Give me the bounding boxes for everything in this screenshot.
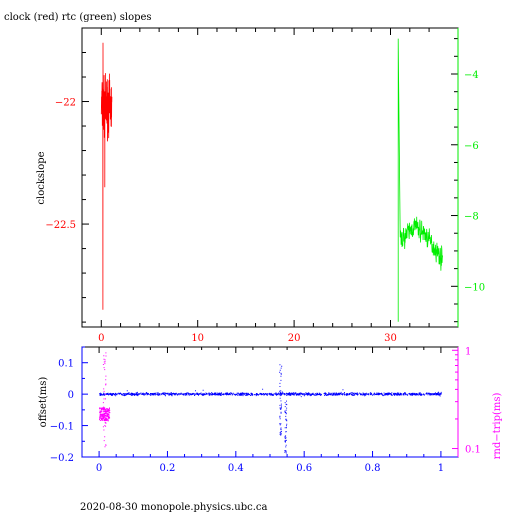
rtc-series-line bbox=[397, 38, 443, 322]
slopes-tick-labels: 0 10 20 30 −22 −22.5 −4 −6 −8 −10 bbox=[45, 70, 485, 344]
clock-series-line bbox=[100, 42, 113, 310]
slopes-plot-frame bbox=[81, 27, 459, 328]
offset-y-axis-label: offset(ms) bbox=[38, 377, 49, 428]
offset-x-tick-label: 0 bbox=[96, 463, 102, 474]
footer-caption: 2020-08-30 monopole.physics.ubc.ca bbox=[80, 502, 267, 512]
slopes-panel: 0 10 20 30 −22 −22.5 −4 −6 −8 −10 clockslope bbox=[36, 27, 485, 344]
offset-plot-frame bbox=[81, 346, 459, 458]
rndtrip-y-tick-label: 1 bbox=[465, 346, 471, 357]
offset-y-tick-label: −0.2 bbox=[50, 453, 74, 464]
offset-axis-ticks bbox=[81, 346, 459, 458]
rndtrip-y-axis-label: rnd−trip(ms) bbox=[492, 392, 503, 459]
offset-panel: 0 0.2 0.4 0.6 0.8 1 0.1 0 −0.1 −0.2 1 0.1 offset(ms… bbox=[38, 346, 503, 474]
slopes-data bbox=[100, 38, 443, 322]
offset-x-tick-label: 0.6 bbox=[296, 463, 312, 474]
rndtrip-series-points bbox=[99, 352, 111, 448]
slopes-x-tick-label: 30 bbox=[384, 333, 397, 344]
slopes-y2-tick-label: −10 bbox=[464, 282, 485, 293]
offset-tick-labels: 0 0.2 0.4 0.6 0.8 1 0.1 0 −0.1 −0.2 1 0.1 bbox=[50, 346, 481, 474]
offset-data bbox=[99, 352, 442, 454]
slopes-y2-tick-label: −8 bbox=[464, 212, 479, 223]
rndtrip-y-tick-label: 0.1 bbox=[465, 445, 481, 456]
offset-x-tick-label: 0.8 bbox=[365, 463, 381, 474]
offset-series-points bbox=[99, 364, 442, 454]
offset-x-tick-label: 1 bbox=[438, 463, 444, 474]
slopes-x-tick-label: 0 bbox=[98, 333, 104, 344]
slopes-y-tick-label: −22 bbox=[55, 98, 76, 109]
slopes-y-tick-label: −22.5 bbox=[45, 220, 76, 231]
slopes-x-tick-label: 10 bbox=[191, 333, 204, 344]
offset-y-tick-label: −0.1 bbox=[50, 422, 74, 433]
slopes-x-tick-label: 20 bbox=[288, 333, 301, 344]
offset-x-tick-label: 0.4 bbox=[228, 463, 244, 474]
offset-y-tick-label: 0.1 bbox=[58, 359, 74, 370]
slopes-y2-tick-label: −6 bbox=[464, 141, 479, 152]
slopes-y-axis-label: clockslope bbox=[36, 151, 47, 204]
offset-x-tick-label: 0.2 bbox=[160, 463, 176, 474]
chart-title: clock (red) rtc (green) slopes bbox=[4, 12, 152, 23]
slopes-y2-tick-label: −4 bbox=[464, 70, 479, 81]
offset-y-tick-label: 0 bbox=[68, 390, 74, 401]
slopes-axis-ticks bbox=[82, 28, 459, 327]
